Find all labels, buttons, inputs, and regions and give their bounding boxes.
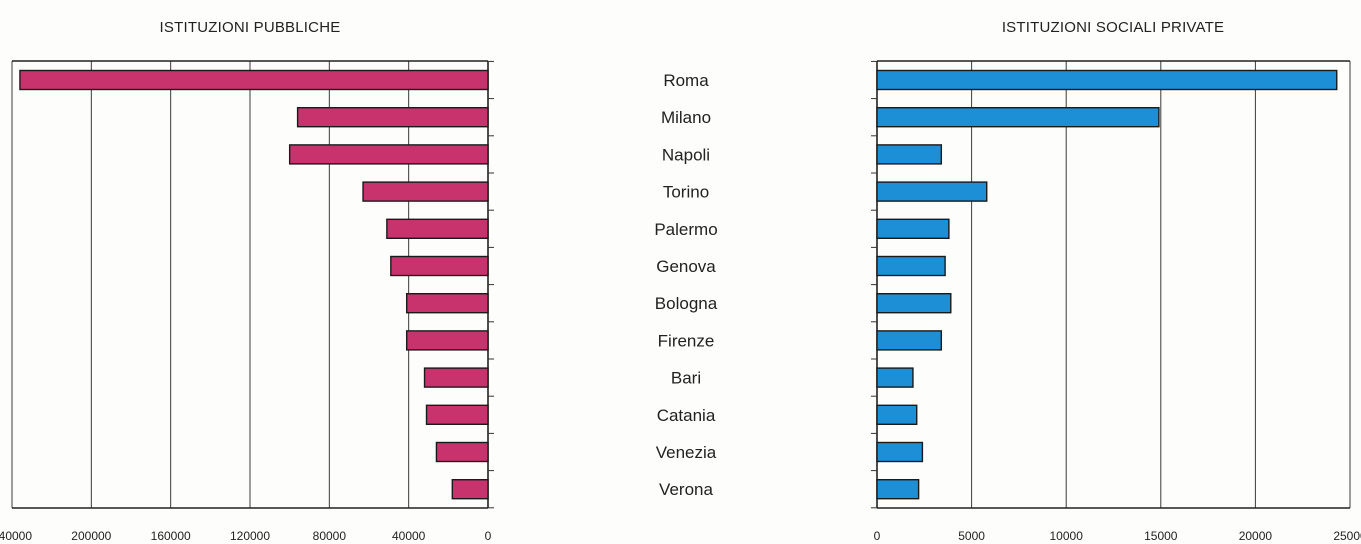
right-tick-label: 0 <box>874 529 881 543</box>
right-bar-roma <box>876 69 1338 91</box>
left-bar-roma <box>19 69 489 91</box>
city-labels: Roma Milano Napoli Torino Palermo Genova Bolog… <box>654 71 717 499</box>
left-tick-label: 120000 <box>230 529 270 543</box>
right-tick-label: 25000 <box>1333 529 1361 543</box>
right-tick-label: 15000 <box>1144 529 1178 543</box>
left-bar-napoli <box>288 144 489 165</box>
left-bar-genova <box>390 255 489 277</box>
right-tick-label: 5000 <box>958 529 985 543</box>
right-bar-palermo <box>876 218 950 240</box>
right-chart-panel: 0 5000 10000 15000 20000 25000 <box>871 60 1361 543</box>
left-tick-label: 0 <box>485 529 492 543</box>
city-label-torino: Torino <box>663 183 709 202</box>
city-label-catania: Catania <box>657 406 716 425</box>
city-label-milano: Milano <box>661 108 711 127</box>
right-bar-genova <box>876 255 946 277</box>
right-chart-title: ISTITUZIONI SOCIALI PRIVATE <box>1002 19 1224 36</box>
left-bar-bologna <box>405 293 489 314</box>
city-label-verona: Verona <box>659 480 713 499</box>
right-bar-torino <box>876 181 988 202</box>
right-bar-milano <box>876 106 1160 128</box>
left-bar-catania <box>425 404 489 425</box>
left-chart-title: ISTITUZIONI PUBBLICHE <box>160 19 341 36</box>
city-label-napoli: Napoli <box>662 145 710 164</box>
right-bar-bologna <box>876 293 952 314</box>
left-bar-palermo <box>386 218 489 240</box>
right-bar-verona <box>876 479 920 500</box>
right-axis-frame <box>876 60 1350 509</box>
right-tick-label: 20000 <box>1239 529 1273 543</box>
left-bar-verona <box>451 479 489 500</box>
left-bar-milano <box>296 106 489 128</box>
left-bar-bari <box>423 367 489 388</box>
city-label-bari: Bari <box>671 369 701 388</box>
city-label-bologna: Bologna <box>655 294 718 313</box>
left-chart-panel: 240000 200000 160000 120000 80000 40000 0 <box>0 60 494 543</box>
city-label-palermo: Palermo <box>654 220 717 239</box>
right-tick-label: 10000 <box>1050 529 1084 543</box>
right-bar-catania <box>876 404 918 425</box>
city-label-genova: Genova <box>656 257 716 276</box>
right-bar-venezia <box>876 441 924 463</box>
left-tick-label: 200000 <box>71 529 111 543</box>
left-tick-label: 240000 <box>0 529 32 543</box>
left-bar-torino <box>362 181 489 202</box>
city-label-firenze: Firenze <box>658 331 715 350</box>
left-tick-label: 80000 <box>313 529 347 543</box>
city-label-venezia: Venezia <box>656 443 717 462</box>
right-bar-napoli <box>876 144 943 165</box>
left-bar-venezia <box>435 441 489 463</box>
right-bar-bari <box>876 367 914 388</box>
left-tick-label: 40000 <box>392 529 426 543</box>
city-label-roma: Roma <box>663 71 709 90</box>
right-bar-firenze <box>876 330 943 351</box>
left-bar-firenze <box>405 330 489 351</box>
left-tick-label: 160000 <box>151 529 191 543</box>
